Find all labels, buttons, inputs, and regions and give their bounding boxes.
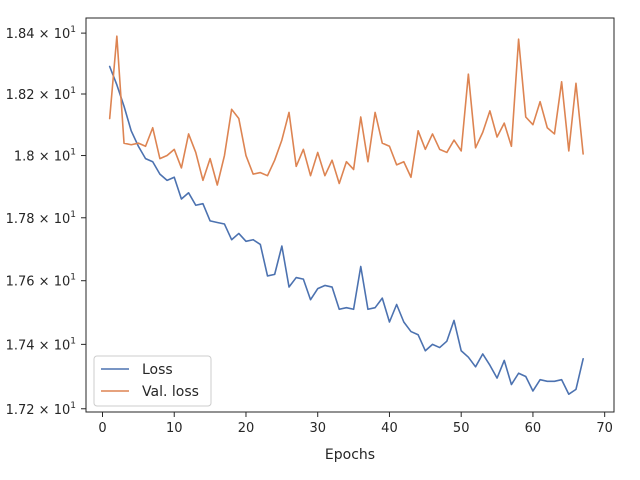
x-tick-label: 20 (238, 421, 255, 436)
x-tick-label: 70 (596, 421, 613, 436)
series-line-loss (108, 65, 584, 396)
x-axis-label: Epochs (325, 447, 375, 463)
plot-area (86, 18, 614, 412)
axes-frame (85, 17, 615, 413)
y-tick-label: 1.84 × 101 (6, 25, 76, 42)
y-tick-label: 1.72 × 101 (6, 401, 76, 418)
legend: Loss Val. loss (93, 355, 212, 407)
x-tick-label: 10 (166, 421, 183, 436)
y-tick-label: 1.74 × 101 (6, 336, 76, 353)
y-tick-label: 1.8 × 101 (14, 148, 76, 165)
y-tick-label: 1.82 × 101 (6, 86, 76, 103)
x-tick-label: 0 (98, 421, 106, 436)
series-layer (108, 35, 584, 396)
legend-label-loss: Loss (142, 362, 173, 378)
x-tick-label: 30 (309, 421, 326, 436)
x-axis: 0 10 20 30 40 50 60 70 (98, 412, 613, 436)
y-tick-label: 1.76 × 101 (6, 273, 76, 290)
x-tick-label: 50 (453, 421, 470, 436)
x-tick-label: 60 (525, 421, 542, 436)
series-line-val-loss (108, 35, 584, 186)
y-tick-label: 1.78 × 101 (6, 210, 76, 227)
y-axis: 1.72 × 101 1.74 × 101 1.76 × 101 1.78 × 101… (6, 25, 86, 418)
legend-label-val-loss: Val. loss (142, 384, 199, 400)
x-tick-label: 40 (381, 421, 398, 436)
